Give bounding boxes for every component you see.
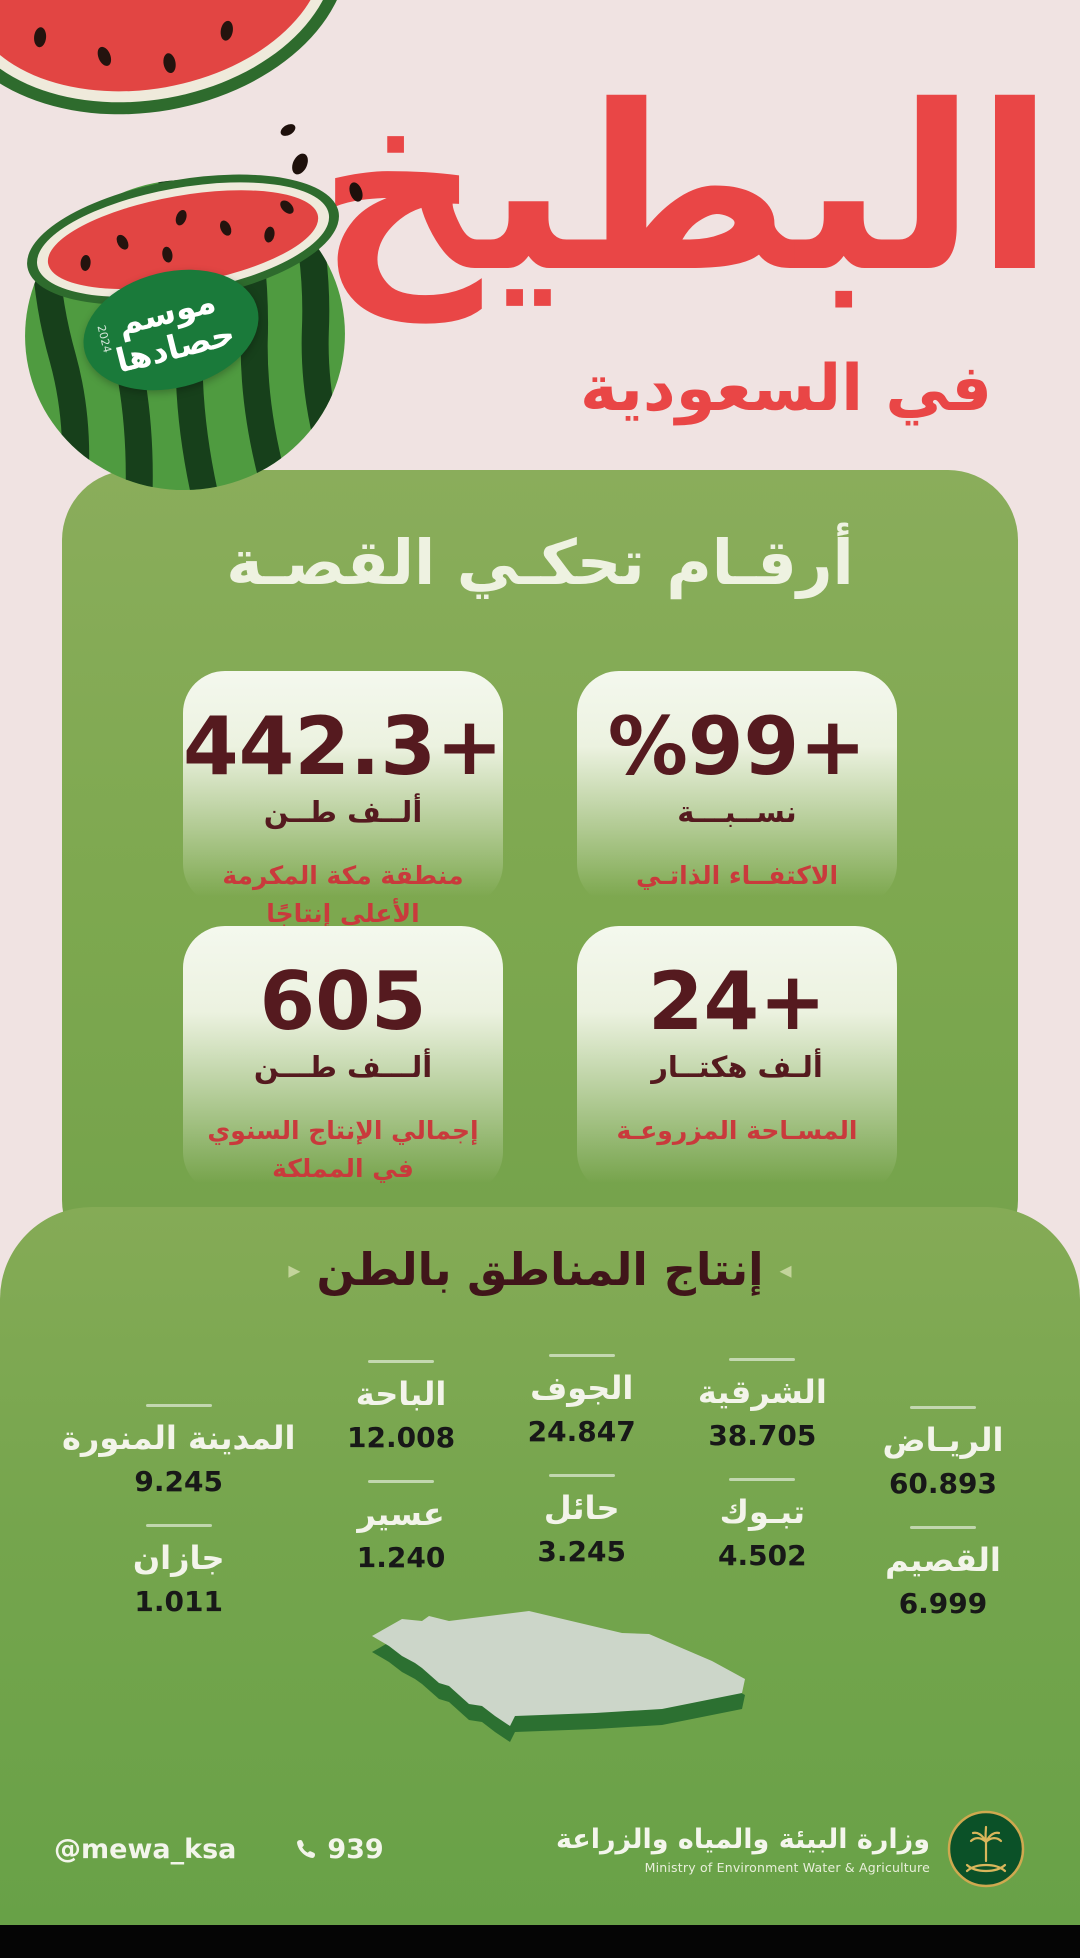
phone-number: 939 <box>294 1833 384 1865</box>
stat-unit: ألــف طــن <box>263 795 423 829</box>
region-item-jouf: الجوف 24.847 <box>507 1354 657 1448</box>
regions-heading-text: إنتاج المناطق بالطن <box>316 1243 764 1296</box>
footer: @mewa_ksa 939 وزارة البيئة والمياه والزر… <box>0 1809 1080 1889</box>
region-item-qassim: القصيم 6.999 <box>868 1526 1018 1620</box>
stat-card-cultivated-area: 24+ ألـف هكتــار المسـاحة المزروعـة <box>577 926 897 1194</box>
region-value: 24.847 <box>527 1415 636 1448</box>
region-value: 1.011 <box>134 1585 223 1618</box>
page-title: البطيخ <box>317 56 1054 322</box>
saudi-arabia-map <box>372 1611 745 1742</box>
region-value: 4.502 <box>718 1539 807 1572</box>
page-subtitle: في السعودية <box>580 352 992 426</box>
region-column-jouf-hail: الجوف 24.847 حائل 3.245 <box>507 1354 657 1620</box>
phone-icon <box>297 1840 316 1858</box>
region-value: 9.245 <box>134 1465 223 1498</box>
stat-unit: ألـــف طـــن <box>253 1050 433 1084</box>
region-item-riyadh: الريـاض 60.893 <box>868 1406 1018 1500</box>
stat-unit: نســبـــة <box>677 795 797 829</box>
stat-label: المسـاحة المزروعـة <box>616 1116 858 1145</box>
region-divider <box>909 1406 976 1409</box>
phone-number-text: 939 <box>327 1833 384 1865</box>
region-name: تبـوك <box>719 1493 806 1531</box>
region-divider <box>145 1524 212 1527</box>
region-name: حائل <box>543 1489 620 1527</box>
region-divider <box>145 1404 212 1407</box>
ministry-name-arabic: وزارة البيئة والمياه والزراعة <box>555 1823 930 1855</box>
region-name: الباحة <box>355 1375 447 1413</box>
region-divider <box>368 1480 435 1483</box>
region-name: الريـاض <box>882 1421 1004 1459</box>
region-value: 6.999 <box>898 1587 988 1620</box>
region-item-jazan: جازان 1.011 <box>62 1524 295 1618</box>
region-name: جازان <box>132 1539 225 1577</box>
region-value: 38.705 <box>708 1419 817 1452</box>
region-item-madinah: المدينة المنورة 9.245 <box>62 1404 295 1498</box>
region-divider <box>548 1354 615 1357</box>
stat-value: 442.3+ <box>183 700 504 793</box>
stats-heading: أرقـام تحكـي القصـة <box>226 526 854 599</box>
region-column-baha-asir: الباحة 12.008 عسير 1.240 <box>326 1360 476 1620</box>
region-divider <box>729 1478 796 1481</box>
stats-grid: 442.3+ ألــف طــن منطقة مكة المكرمة الأع… <box>62 671 1018 1194</box>
regions-grid: المدينة المنورة 9.245 جازان 1.011 الباحة… <box>0 1354 1080 1620</box>
stat-label: الاكتفــاء الذاتـي <box>635 861 839 890</box>
ministry-lockup: وزارة البيئة والمياه والزراعة Ministry o… <box>556 1809 1026 1889</box>
region-value: 12.008 <box>347 1421 456 1454</box>
stat-card-self-sufficiency: %99+ نســبـــة الاكتفــاء الذاتـي <box>577 671 897 906</box>
bottom-black-bar <box>0 1925 1080 1958</box>
ministry-name: وزارة البيئة والمياه والزراعة Ministry o… <box>556 1824 930 1875</box>
watermelon-illustration: 2024 موسم حصادها <box>0 0 400 510</box>
regions-section: ▸ إنتاج المناطق بالطن ◂ المدينة المنورة … <box>0 1207 1080 1925</box>
stat-card-annual-production: 605 ألـــف طـــن إجمالي الإنتاج السنوي ف… <box>183 926 503 1194</box>
region-divider <box>729 1358 796 1361</box>
region-item-baha: الباحة 12.008 <box>326 1360 476 1454</box>
ministry-name-english: Ministry of Environment Water & Agricult… <box>644 1859 930 1875</box>
stat-label: منطقة مكة المكرمة الأعلى إنتاجًا <box>222 861 464 928</box>
regions-heading: ▸ إنتاج المناطق بالطن ◂ <box>0 1243 1080 1296</box>
region-divider <box>548 1474 615 1477</box>
region-name: عسير <box>357 1495 445 1533</box>
region-item-tabuk: تبـوك 4.502 <box>687 1478 837 1572</box>
heading-arrow-right-icon: ◂ <box>779 1255 792 1284</box>
region-divider <box>368 1360 435 1363</box>
stat-card-makkah-production: 442.3+ ألــف طــن منطقة مكة المكرمة الأع… <box>183 671 504 928</box>
social-handle: @mewa_ksa <box>54 1833 237 1865</box>
stats-section: أرقـام تحكـي القصـة 442.3+ ألــف طــن من… <box>62 470 1018 1270</box>
region-name: المدينة المنورة <box>62 1419 296 1457</box>
region-value: 3.245 <box>537 1535 626 1568</box>
ministry-logo <box>947 1810 1025 1888</box>
region-item-hail: حائل 3.245 <box>507 1474 657 1568</box>
region-value: 1.240 <box>356 1541 446 1574</box>
stat-unit: ألـف هكتــار <box>651 1050 823 1084</box>
region-item-asir: عسير 1.240 <box>326 1480 476 1574</box>
heading-arrow-left-icon: ▸ <box>288 1255 301 1284</box>
region-column-madinah-jazan: المدينة المنورة 9.245 جازان 1.011 <box>62 1404 295 1620</box>
stat-value: %99+ <box>607 700 867 793</box>
region-name: القصيم <box>885 1541 1001 1579</box>
region-name: الجوف <box>530 1369 634 1407</box>
region-name: الشرقية <box>697 1373 827 1411</box>
stat-label: إجمالي الإنتاج السنوي في المملكة <box>207 1116 479 1183</box>
region-column-riyadh-qassim: الريـاض 60.893 القصيم 6.999 <box>868 1406 1018 1620</box>
watermelon-slice-and-half-icon <box>0 0 363 506</box>
footer-contact: @mewa_ksa 939 <box>54 1834 384 1865</box>
region-column-sharqia-tabuk: الشرقية 38.705 تبـوك 4.502 <box>687 1358 837 1620</box>
region-item-sharqia: الشرقية 38.705 <box>687 1358 837 1452</box>
badge-year: 2024 <box>94 323 114 355</box>
region-divider <box>909 1526 976 1529</box>
stat-value: 24+ <box>647 955 827 1048</box>
region-value: 60.893 <box>888 1467 998 1500</box>
stat-value: 605 <box>259 955 427 1048</box>
